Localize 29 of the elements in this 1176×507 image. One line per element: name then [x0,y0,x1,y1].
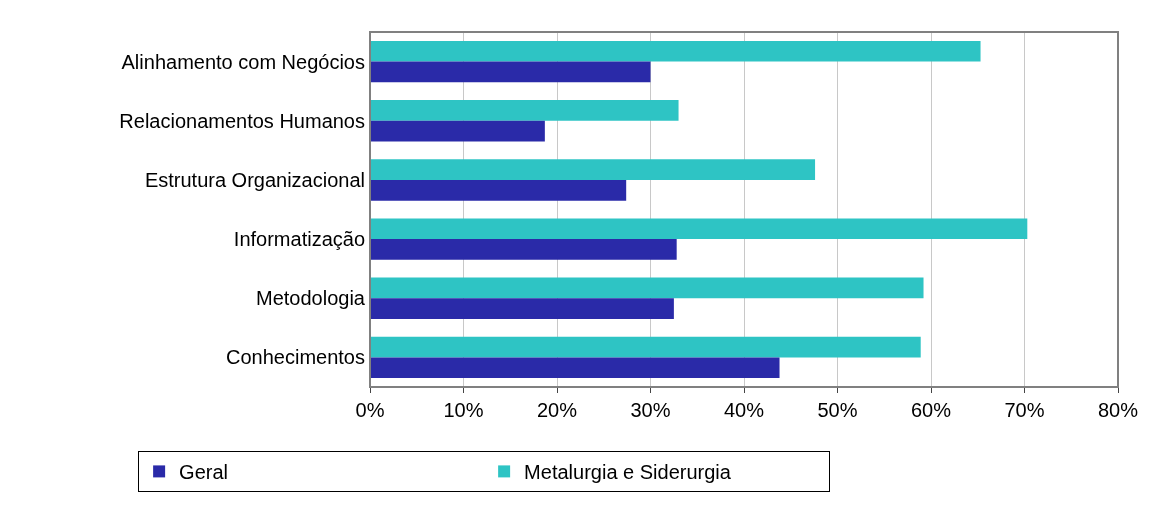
bar [370,336,921,358]
bar [370,298,674,319]
bar [370,159,816,180]
x-tick-label: 50% [817,399,858,421]
x-tick-label: 10% [443,399,484,421]
bar [370,218,1028,240]
x-tick-label: 80% [1097,399,1139,421]
bar [370,61,651,83]
bar [370,357,780,379]
legend-label: Metalurgia e Siderurgia [524,461,732,484]
y-tick-label: Estrutura Organizacional [144,168,365,191]
bar [370,120,545,142]
y-tick-label: Relacionamentos Humanos [119,109,365,132]
x-tick-label: 0% [355,399,385,421]
x-tick-label: 30% [630,399,671,421]
x-tick-label: 60% [910,399,952,421]
x-tick-label: 70% [1004,399,1045,421]
y-tick-label: Metodologia [256,287,366,310]
bar [370,277,924,299]
bar [370,239,677,260]
x-tick-label: 40% [723,399,765,421]
legend-label: Geral [179,461,229,484]
bar [370,100,679,121]
bar [370,179,627,201]
y-tick-label: Informatização [233,228,365,251]
bar [370,40,981,62]
y-tick-label: Alinhamento com Negócios [121,50,365,73]
y-tick-label: Conhecimentos [226,346,365,369]
x-tick-label: 20% [536,399,578,421]
